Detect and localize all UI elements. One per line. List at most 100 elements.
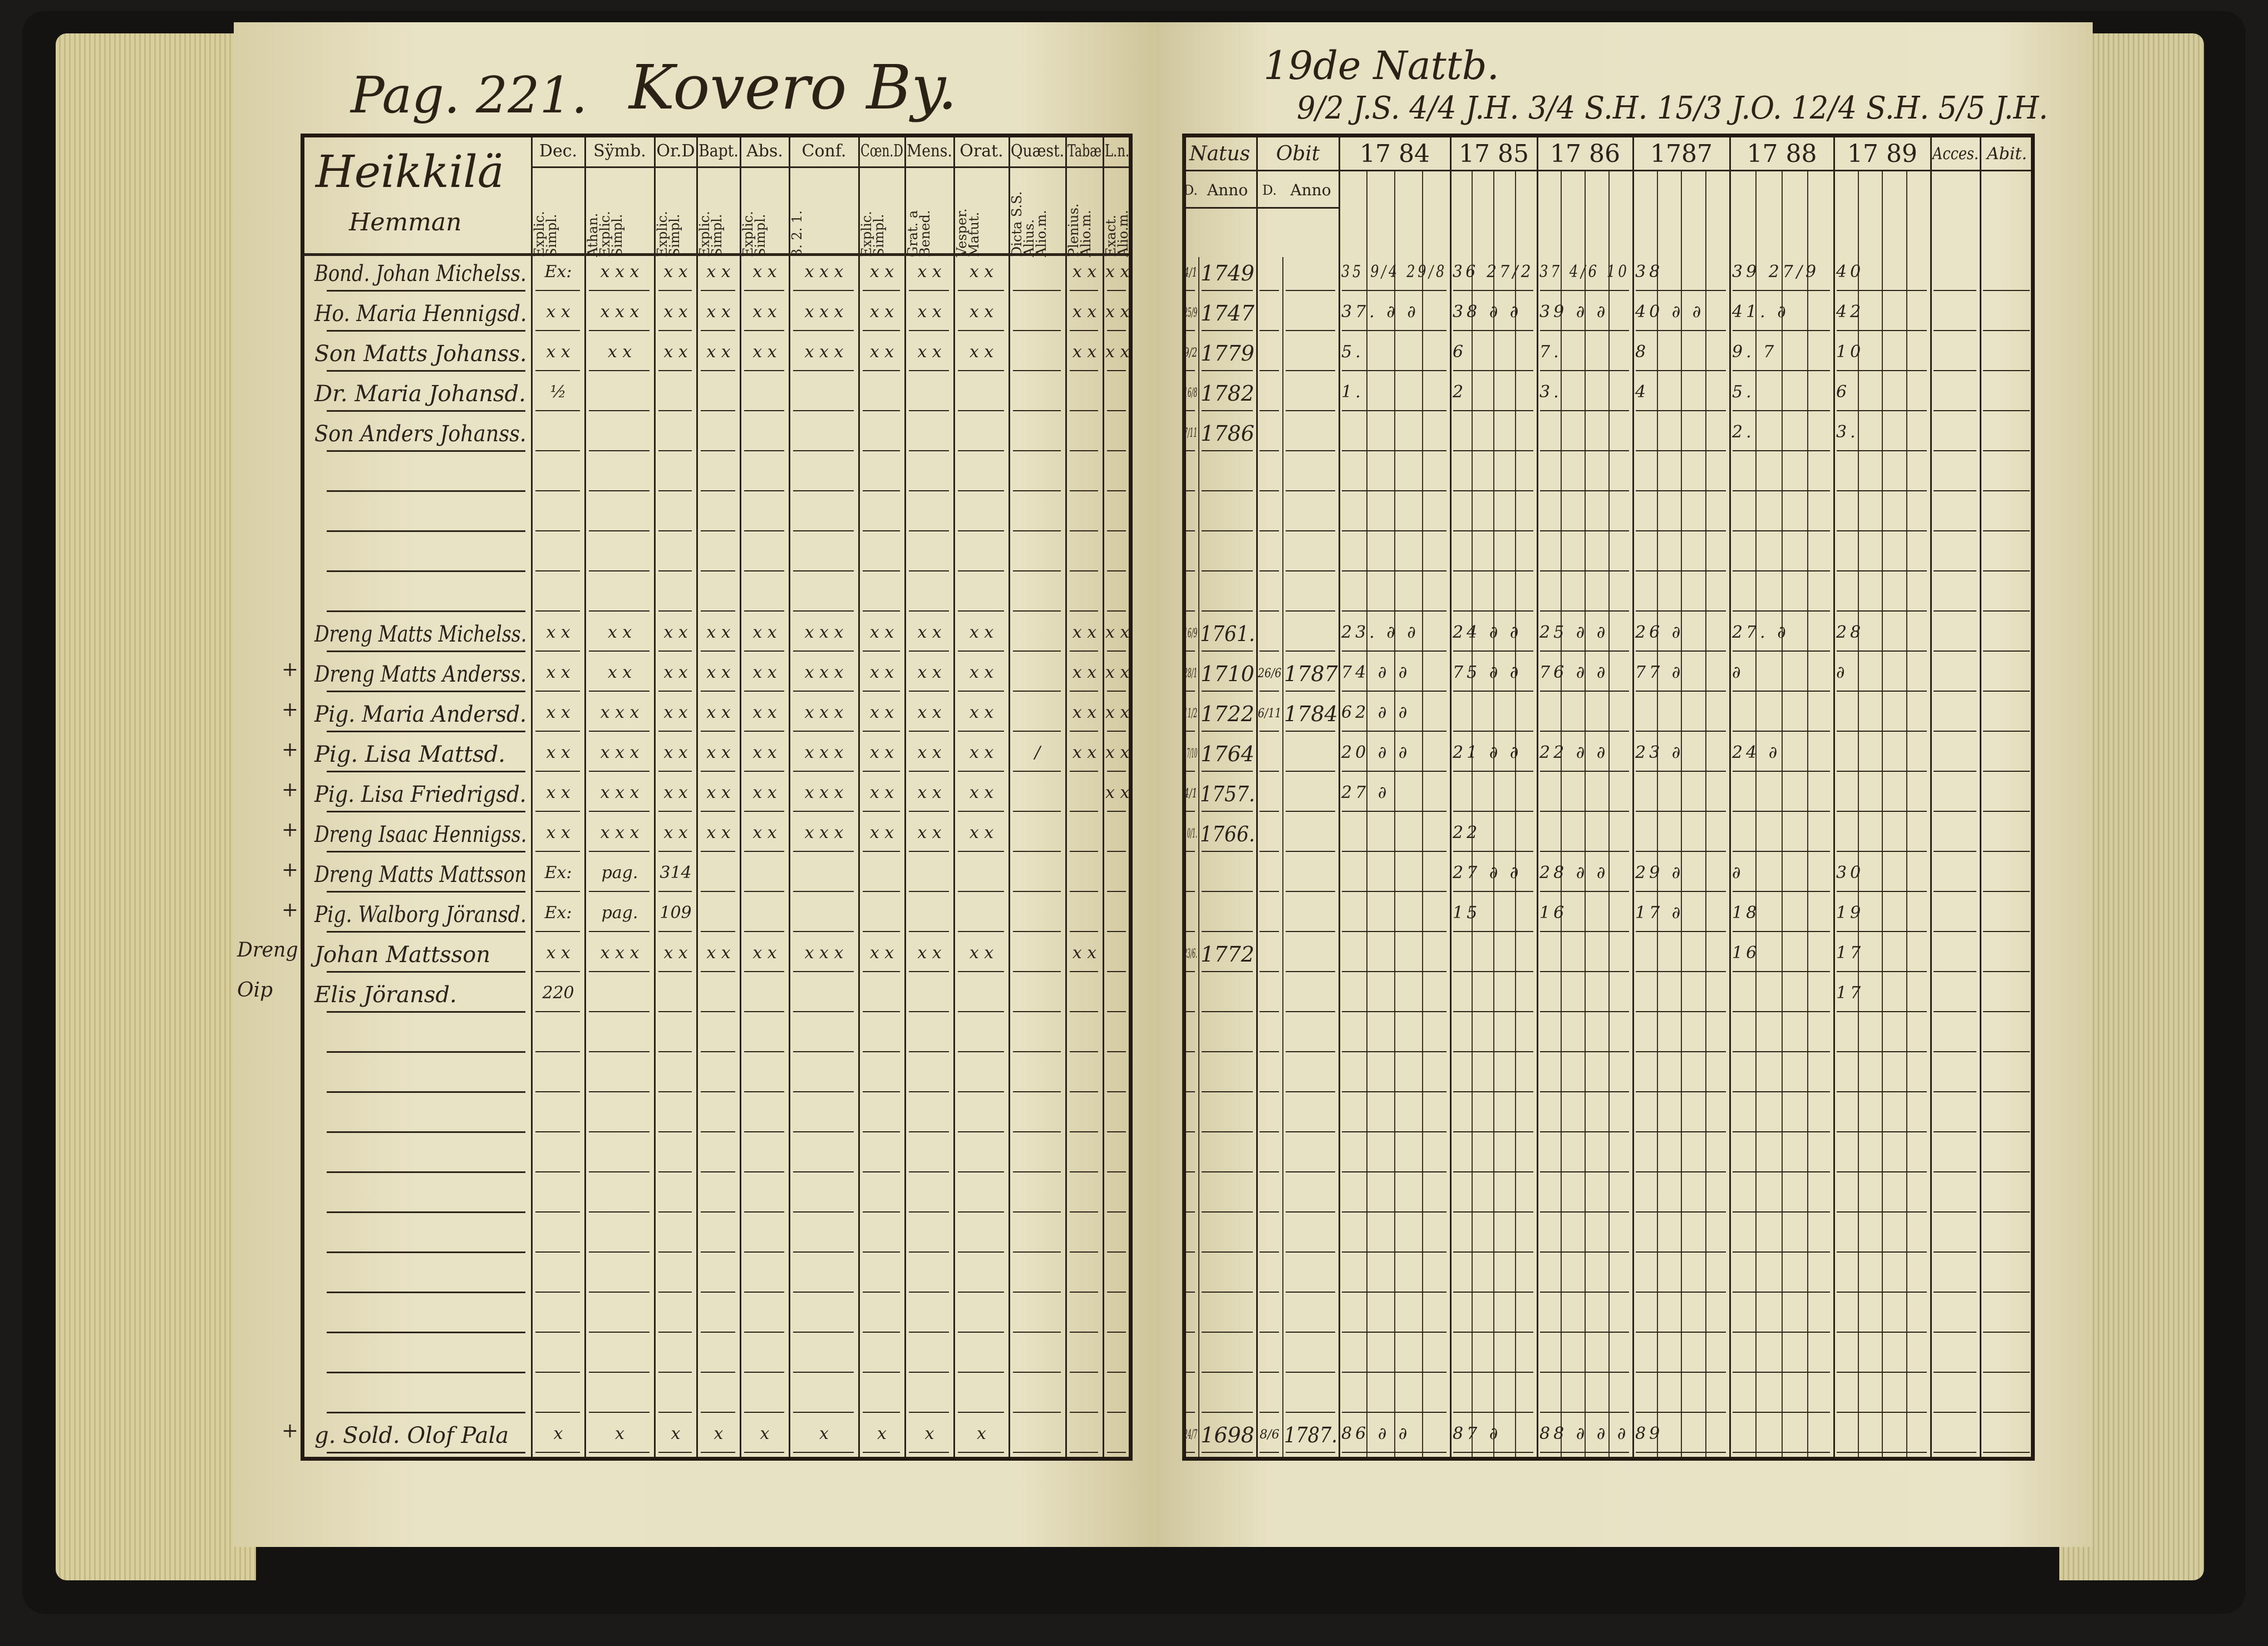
row-rule: [744, 811, 784, 812]
row-rule: [1260, 1091, 1279, 1092]
row-rule: [1540, 1372, 1629, 1373]
sub-column-divider: [1656, 171, 1658, 1457]
row-rule: [1013, 1011, 1061, 1012]
row-rule: [958, 731, 1004, 732]
row-rule: [1342, 1372, 1447, 1373]
communion-year-cell: 18: [1732, 903, 1760, 923]
communion-year-cell: 35 9/4 29/8: [1341, 262, 1447, 282]
row-rule: [589, 1292, 650, 1293]
sub-column-divider: [1608, 171, 1610, 1457]
row-rule: [793, 771, 854, 772]
row-rule: [958, 1051, 1004, 1052]
row-rule: [1260, 490, 1279, 491]
person-name: Bond. Johan Michelss.: [314, 261, 527, 287]
row-rule: [327, 330, 525, 332]
row-rule: [1107, 771, 1126, 772]
row-rule: [1013, 1251, 1061, 1253]
column-header: Dec.: [539, 141, 578, 161]
row-rule: [327, 731, 525, 732]
row-rule: [589, 851, 650, 852]
row-rule: [744, 1372, 784, 1373]
row-rule: [1107, 971, 1126, 972]
row-rule: [1013, 490, 1061, 491]
row-rule: [1202, 610, 1253, 612]
row-rule: [1107, 410, 1126, 411]
person-name: Ho. Maria Hennigsd.: [314, 301, 527, 327]
row-rule: [535, 530, 580, 531]
row-rule: [1453, 570, 1533, 571]
sub-column-divider: [1681, 171, 1682, 1457]
row-rule: [701, 330, 735, 331]
row-rule: [1983, 1011, 2030, 1012]
row-rule: [909, 330, 949, 331]
row-rule: [1837, 971, 1927, 972]
row-rule: [1733, 530, 1830, 531]
date-cell: 16/9: [1184, 627, 1198, 640]
row-rule: [793, 691, 854, 692]
knowledge-mark: x x: [1072, 623, 1097, 642]
row-rule: [1983, 1452, 2030, 1453]
row-rule: [1070, 450, 1098, 451]
row-rule: [793, 370, 854, 371]
communion-year-cell: 20 ∂ ∂: [1341, 743, 1411, 762]
catechetical-table: Heikkilä Hemman Dec. Explic. Simpl. Sÿmb. Ath…: [301, 134, 1133, 1461]
knowledge-mark: x x x: [804, 623, 844, 642]
person-name: Dr. Maria Johansd.: [314, 381, 526, 407]
row-rule: [658, 1251, 692, 1253]
row-rule: [1342, 1051, 1447, 1052]
row-rule: [909, 731, 949, 732]
row-rule: [327, 891, 525, 893]
knowledge-mark: x x: [752, 342, 777, 362]
communion-year-cell: 27 ∂ ∂: [1453, 863, 1522, 883]
row-rule: [1260, 530, 1279, 531]
row-rule: [1185, 290, 1195, 291]
row-rule: [1070, 691, 1098, 692]
communion-year-cell: 22: [1453, 823, 1481, 842]
row-rule: [1185, 490, 1195, 491]
column-divider: [953, 137, 955, 1457]
row-rule: [589, 530, 650, 531]
row-rule: [1983, 290, 2030, 291]
row-rule: [1185, 1091, 1195, 1092]
row-rule: [535, 971, 580, 972]
communion-year-cell: ∂: [1732, 663, 1744, 682]
row-rule: [1837, 731, 1927, 732]
row-rule: [1185, 1211, 1195, 1213]
row-rule: [744, 330, 784, 331]
row-rule: [1934, 971, 1976, 972]
column-divider: [740, 137, 741, 1457]
row-rule: [1286, 1251, 1335, 1253]
date-cell: 1766.: [1200, 822, 1255, 846]
row-rule: [1107, 851, 1126, 852]
row-rule: [1260, 650, 1279, 652]
row-rule: [1342, 570, 1447, 571]
knowledge-mark: x x: [1105, 623, 1130, 642]
row-rule: [589, 931, 650, 932]
knowledge-mark: x x x: [804, 783, 844, 802]
knowledge-mark: pag.: [601, 903, 638, 923]
row-rule: [1733, 1412, 1830, 1413]
row-rule: [1070, 650, 1098, 652]
row-rule: [1934, 370, 1976, 371]
row-rule: [1013, 1292, 1061, 1293]
row-rule: [1983, 1251, 2030, 1253]
row-rule: [589, 811, 650, 812]
person-name: Son Anders Johanss.: [314, 421, 527, 447]
row-rule: [1070, 1452, 1098, 1453]
row-rule: [793, 1011, 854, 1012]
row-rule: [535, 570, 580, 571]
column-divider: [1182, 137, 1184, 1457]
knowledge-mark: x x: [663, 703, 688, 722]
row-rule: [958, 330, 1004, 331]
row-rule: [909, 450, 949, 451]
margin-note: +: [281, 859, 298, 881]
row-rule: [958, 1091, 1004, 1092]
column-subheader: Vesper. Matut.: [954, 208, 982, 257]
row-rule: [1286, 650, 1335, 652]
row-rule: [535, 1332, 580, 1333]
row-rule: [958, 370, 1004, 371]
row-rule: [1733, 1251, 1830, 1253]
row-rule: [1342, 330, 1447, 331]
communion-year-cell: 15: [1453, 903, 1481, 923]
sub-column-divider: [1807, 171, 1809, 1457]
